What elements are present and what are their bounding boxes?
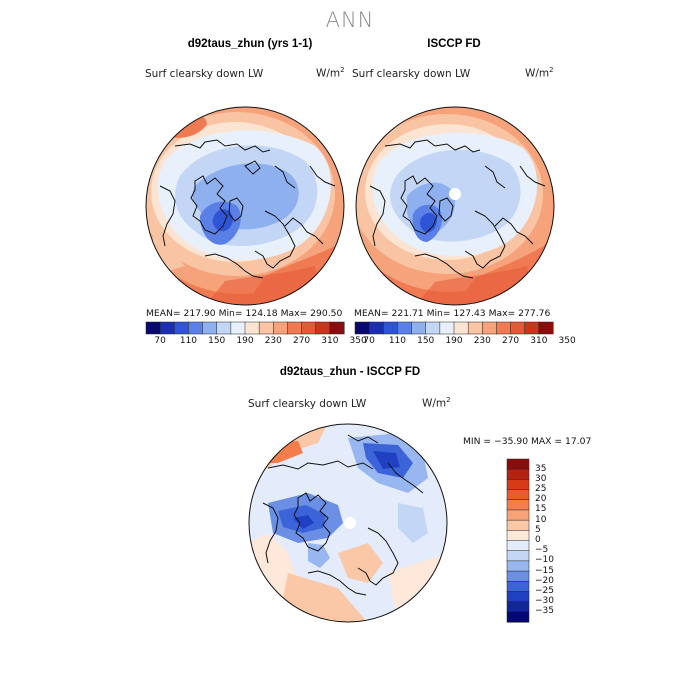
map-model	[145, 106, 345, 306]
colorbar-difference-swatch	[506, 540, 530, 552]
colorbar-model-swatch	[287, 321, 303, 335]
colorbar-observations-swatch	[354, 321, 370, 335]
colorbar-observations-tick-label: 110	[388, 336, 407, 346]
colorbar-observations-tick-label: 70	[363, 336, 375, 346]
colorbar-difference-tick-label: −30	[535, 596, 554, 607]
colorbar-model-swatch	[202, 321, 218, 335]
colorbar-difference-tick-label: 0	[535, 535, 541, 545]
colorbar-model-ticks: 70 110 150 190 230 270 310 350	[146, 336, 366, 348]
colorbar-model-swatch	[216, 321, 232, 335]
colorbar-model-swatch	[188, 321, 204, 335]
colorbar-model-swatch	[145, 321, 161, 335]
colorbar-observations-swatch	[524, 321, 540, 335]
colorbar-model-swatch	[230, 321, 246, 335]
colorbar-difference-tick-label: −20	[535, 575, 554, 586]
colorbar-observations-swatch	[383, 321, 398, 335]
colorbar-observations-swatch	[453, 321, 469, 335]
panel-2-units: W/m2	[525, 66, 554, 80]
colorbar-observations-swatch	[368, 321, 384, 335]
colorbar-observations-tick-label: 230	[473, 336, 491, 346]
panel-3-stats: MIN = −35.90 MAX = 17.07	[463, 436, 592, 447]
colorbar-difference-swatch	[506, 468, 530, 480]
colorbar-difference-swatch	[506, 570, 530, 582]
colorbar-difference-tick-label: 20	[535, 494, 547, 505]
colorbar-model-swatch	[258, 321, 274, 335]
colorbar-difference-tick-label: 15	[535, 504, 547, 515]
colorbar-difference-tick-label: −25	[535, 585, 554, 596]
colorbar-observations-tick-label: 350	[558, 336, 576, 346]
colorbar-observations-ticks: 70 110 150 190 230 270 310 350	[355, 336, 575, 348]
panel-1-units: W/m2	[316, 66, 345, 80]
colorbar-difference-tick-label: 25	[535, 484, 547, 495]
colorbar-observations-swatch	[397, 321, 413, 335]
colorbar-model-swatch	[315, 321, 331, 335]
colorbar-observations-swatch	[439, 321, 455, 335]
colorbar-difference-tick-label: −5	[535, 545, 549, 556]
colorbar-observations-tick-label: 270	[501, 336, 520, 346]
colorbar-difference-swatch	[506, 458, 530, 470]
colorbar-difference-swatch	[506, 530, 530, 542]
colorbar-difference-tick-label: −35	[535, 606, 554, 617]
colorbar-model-tick-label: 190	[236, 336, 254, 346]
colorbar-difference-swatch	[506, 591, 530, 603]
colorbar-model-tick-label: 150	[208, 336, 226, 346]
colorbar-difference-swatch	[506, 601, 530, 613]
panel-3-units: W/m2	[422, 396, 451, 410]
colorbar-observations-swatch	[510, 321, 526, 335]
panel-1-variable: Surf clearsky down LW	[145, 68, 264, 80]
colorbar-model-swatch	[329, 321, 345, 335]
colorbar-difference-tick-label: 5	[535, 524, 541, 535]
colorbar-observations-swatch	[467, 321, 483, 335]
colorbar-difference-swatch	[506, 499, 530, 511]
colorbar-model-swatch	[244, 321, 260, 335]
colorbar-difference-tick-label: 10	[535, 514, 547, 525]
map-difference	[248, 423, 448, 623]
map-observations	[355, 106, 555, 306]
colorbar-difference-swatch	[506, 611, 530, 623]
colorbar-model-tick-label: 110	[179, 336, 198, 346]
panel-1-title: d92taus_zhun (yrs 1-1)	[187, 38, 313, 50]
colorbar-observations	[354, 321, 554, 335]
colorbar-difference-tick-label: −15	[535, 565, 554, 576]
colorbar-difference-swatch	[506, 550, 530, 562]
colorbar-observations-swatch	[538, 321, 554, 335]
panel-1-stats: MEAN= 217.90 Min= 124.18 Max= 290.50	[146, 308, 343, 319]
colorbar-model-swatch	[159, 321, 175, 335]
colorbar-observations-swatch	[425, 321, 441, 335]
colorbar-difference-swatch	[506, 489, 530, 501]
colorbar-difference-ticks: 35 30 25 20 15 10 5 0 −5 −10 −15 −20 −25 −30 −35	[535, 459, 575, 622]
panel-3-title: d92taus_zhun - ISCCP FD	[279, 366, 421, 378]
colorbar-difference-tick-label: 35	[535, 463, 547, 474]
colorbar-model-tick-label: 270	[292, 336, 311, 346]
colorbar-model-swatch	[301, 321, 317, 335]
colorbar-difference	[506, 458, 530, 623]
colorbar-model-tick-label: 350	[349, 336, 367, 346]
colorbar-model-tick-label: 70	[154, 336, 166, 346]
colorbar-difference-swatch	[506, 560, 530, 572]
colorbar-difference-swatch	[506, 519, 530, 531]
colorbar-observations-swatch	[482, 321, 497, 335]
page-title: ANN	[325, 8, 375, 32]
colorbar-observations-tick-label: 150	[417, 336, 435, 346]
panel-3-variable: Surf clearsky down LW	[248, 398, 367, 410]
colorbar-model-tick-label: 230	[264, 336, 282, 346]
panel-2-variable: Surf clearsky down LW	[352, 68, 471, 80]
colorbar-difference-swatch	[506, 581, 530, 592]
colorbar-observations-swatch	[496, 321, 512, 335]
colorbar-difference-swatch	[506, 479, 530, 491]
colorbar-difference-tick-label: −10	[535, 555, 554, 566]
colorbar-model	[145, 321, 345, 335]
colorbar-model-swatch	[273, 321, 288, 335]
panel-2-title: ISCCP FD	[427, 38, 481, 50]
colorbar-model-swatch	[174, 321, 189, 335]
colorbar-model-tick-label: 310	[321, 336, 339, 346]
colorbar-observations-swatch	[411, 321, 427, 335]
colorbar-observations-tick-label: 190	[445, 336, 463, 346]
colorbar-observations-tick-label: 310	[530, 336, 548, 346]
colorbar-difference-swatch	[506, 509, 530, 521]
panel-2-stats: MEAN= 221.71 Min= 127.43 Max= 277.76	[354, 308, 551, 319]
colorbar-difference-tick-label: 30	[535, 473, 547, 484]
